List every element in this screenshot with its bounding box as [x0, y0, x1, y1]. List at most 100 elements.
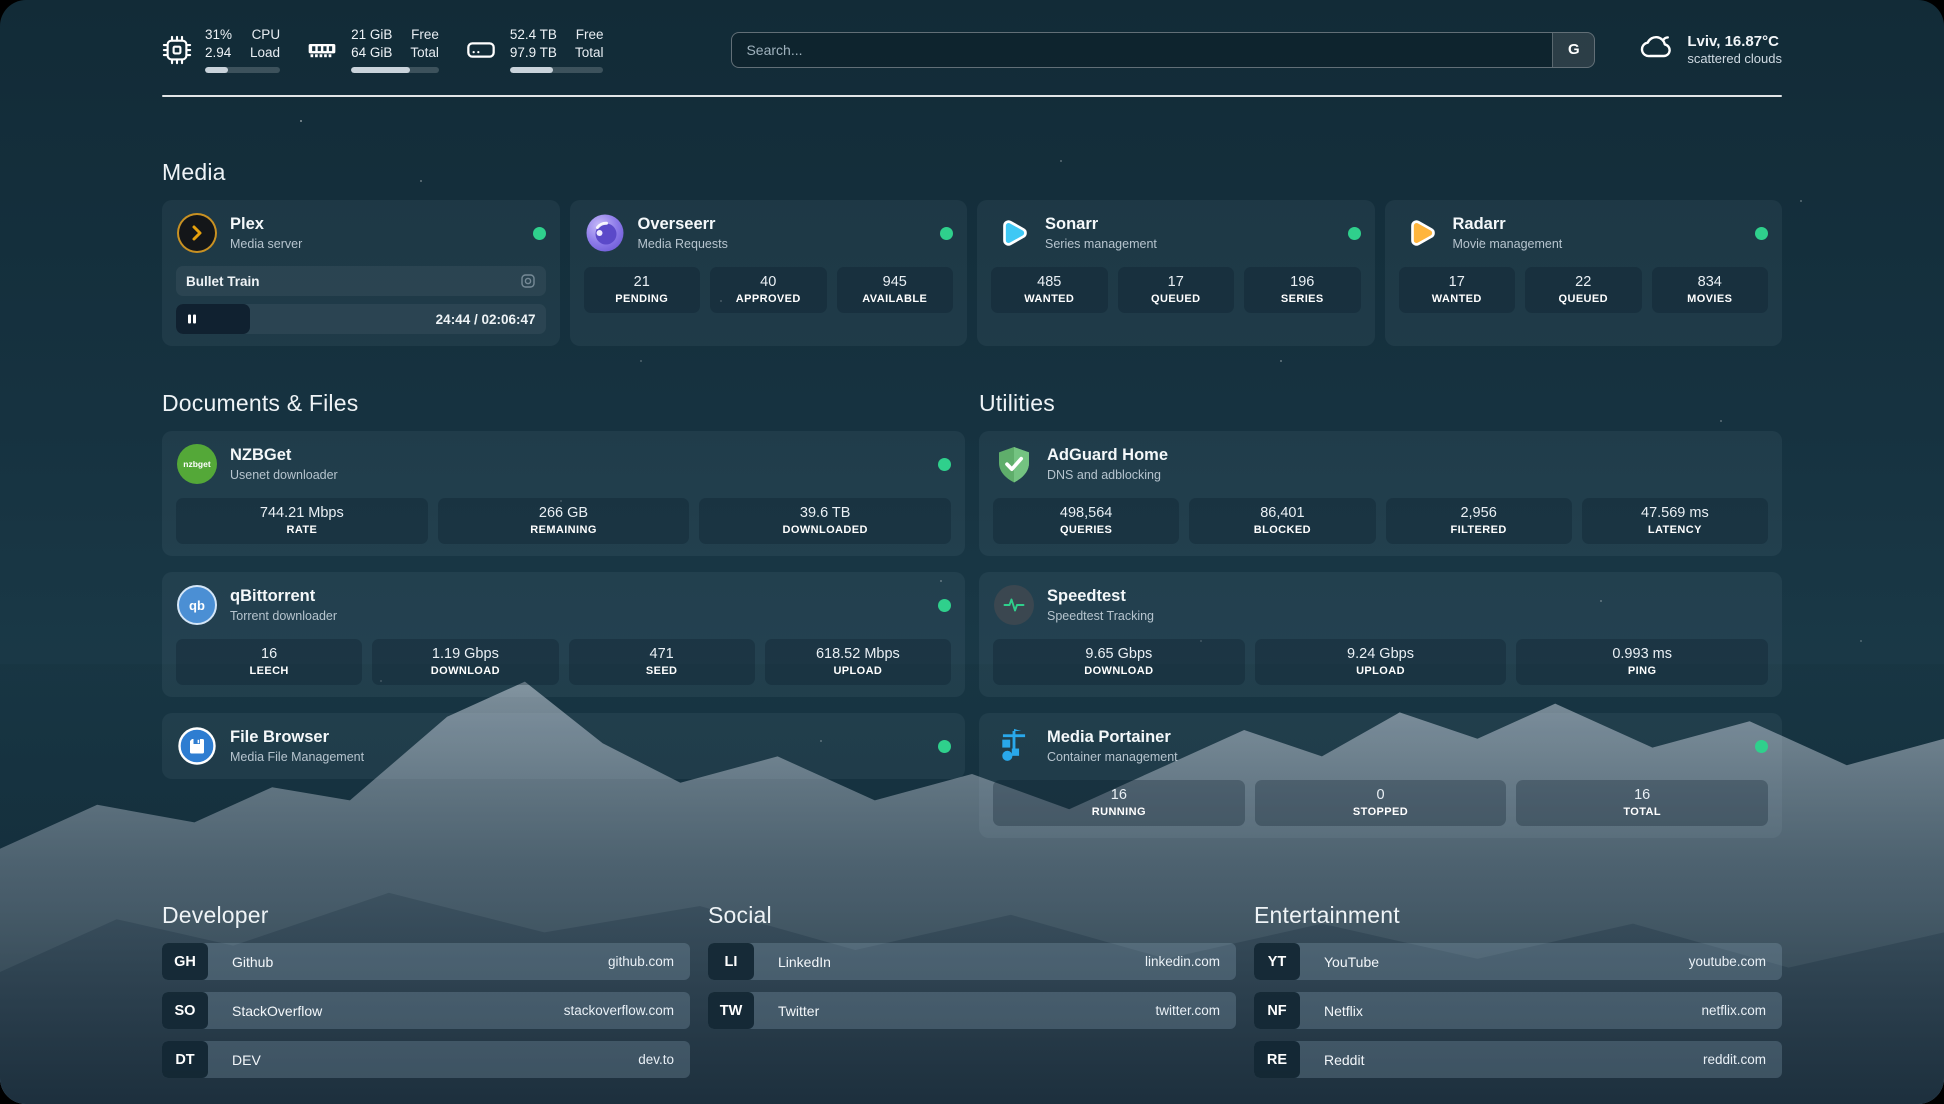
service-description: Usenet downloader: [230, 468, 338, 483]
section-utilities: Utilities: [979, 390, 1782, 839]
status-dot: [1755, 739, 1768, 753]
bookmark-abbr: LI: [708, 943, 754, 981]
background-mountains: [0, 664, 1944, 1104]
sonarr-logo-icon: [991, 212, 1033, 254]
service-card-radarr[interactable]: Radarr Movie management 17 WANTED 22 QUEUE…: [1384, 200, 1782, 347]
service-card-portainer[interactable]: Media Portainer Container management 16 R…: [979, 713, 1782, 839]
bookmark-name: Twitter: [778, 1002, 820, 1019]
stat-box: 485 WANTED: [991, 267, 1108, 314]
bookmark-reddit[interactable]: RE Reddit reddit.com: [1254, 1041, 1782, 1079]
service-card-nzbget[interactable]: nzbget NZBGet Usenet downloader 744.21 M…: [162, 431, 965, 557]
service-name: File Browser: [230, 728, 330, 747]
service-card-adguard[interactable]: AdGuard Home DNS and adblocking 498,564 Q…: [979, 431, 1782, 557]
pause-icon[interactable]: [186, 313, 198, 325]
section-title-documents: Documents & Files: [162, 390, 359, 417]
cpu-values: 31% 2.94: [205, 27, 233, 61]
memory-stat: 21 GiB 64 GiB Free Total: [306, 26, 439, 74]
service-card-qbittorrent[interactable]: qb qBittorrent Torrent downloader 16 LEEC…: [162, 572, 965, 698]
nzbget-logo-icon: nzbget: [176, 443, 218, 485]
search-bar: G: [731, 31, 1596, 68]
mountain-tint-overlay: [0, 664, 1944, 1104]
disk-labels: Free Total: [574, 27, 604, 61]
bookmark-name: Reddit: [1324, 1051, 1365, 1068]
bookmark-name: YouTube: [1324, 953, 1380, 970]
service-name: AdGuard Home: [1047, 446, 1169, 465]
service-card-sonarr[interactable]: Sonarr Series management 485 WANTED 17 QUE…: [977, 200, 1375, 347]
section-title-entertainment: Entertainment: [1254, 902, 1400, 929]
bookmark-url: youtube.com: [1688, 954, 1766, 970]
stat-box: 498,564 QUERIES: [993, 498, 1180, 545]
stat-box: 17 QUEUED: [1117, 267, 1234, 314]
memory-progress-fill: [351, 67, 410, 74]
bookmark-twitter[interactable]: TW Twitter twitter.com: [708, 992, 1236, 1030]
section-title-developer: Developer: [162, 902, 269, 929]
memory-icon: [306, 34, 338, 66]
disk-progress-fill: [509, 67, 553, 74]
stat-box: 40 APPROVED: [710, 267, 827, 314]
search-input[interactable]: [731, 31, 1596, 68]
bookmark-url: reddit.com: [1702, 1052, 1766, 1068]
overseerr-logo-icon: [584, 212, 626, 254]
now-playing-row: Bullet Train: [176, 266, 546, 297]
playback-time: 24:44 / 02:06:47: [435, 311, 536, 327]
bookmark-abbr: SO: [162, 992, 208, 1030]
bookmark-url: stackoverflow.com: [563, 1003, 674, 1019]
memory-progress-bar: [351, 67, 439, 74]
stat-box: 618.52 Mbps UPLOAD: [764, 639, 951, 686]
service-name: Radarr: [1452, 215, 1506, 234]
service-description: Container management: [1047, 750, 1178, 765]
status-dot: [532, 226, 546, 240]
stat-box: 266 GB REMAINING: [437, 498, 690, 545]
radarr-logo-icon: [1399, 212, 1441, 254]
service-description: Torrent downloader: [230, 609, 338, 624]
media-type-icon: [520, 273, 536, 289]
stat-box: 945 AVAILABLE: [836, 267, 953, 314]
bookmark-netflix[interactable]: NF Netflix netflix.com: [1254, 992, 1782, 1030]
bookmark-abbr: NF: [1254, 992, 1300, 1030]
bookmark-url: twitter.com: [1155, 1003, 1220, 1019]
service-name: NZBGet: [230, 446, 292, 465]
snow-specks: [300, 120, 302, 122]
service-card-filebrowser[interactable]: File Browser Media File Management: [162, 713, 965, 780]
bookmark-stackoverflow[interactable]: SO StackOverflow stackoverflow.com: [162, 992, 690, 1030]
status-dot: [1755, 226, 1768, 240]
bookmark-name: Netflix: [1324, 1002, 1363, 1019]
service-card-plex[interactable]: Plex Media server Bullet Train: [162, 200, 560, 347]
top-header: 31% 2.94 CPU Load: [162, 26, 1782, 74]
section-developer: Developer GH Github github.com SO StackO…: [162, 902, 690, 1079]
bookmark-name: StackOverflow: [232, 1002, 323, 1019]
stat-box: 834 MOVIES: [1651, 267, 1768, 314]
stat-box: 9.24 Gbps UPLOAD: [1254, 639, 1507, 686]
bookmark-dev[interactable]: DT DEV dev.to: [162, 1041, 690, 1079]
service-name: Media Portainer: [1047, 728, 1171, 747]
service-name: qBittorrent: [230, 587, 316, 606]
section-media: Media Plex Me: [162, 159, 1782, 347]
status-dot: [938, 598, 951, 612]
playback-progress-bar: 24:44 / 02:06:47: [176, 304, 546, 335]
service-name: Speedtest: [1047, 587, 1126, 606]
search-provider-button[interactable]: G: [1552, 32, 1595, 67]
bookmark-linkedin[interactable]: LI LinkedIn linkedin.com: [708, 943, 1236, 981]
bookmark-name: Github: [232, 953, 274, 970]
weather-location: Lviv, 16.87°C: [1687, 33, 1779, 51]
bookmark-abbr: TW: [708, 992, 754, 1030]
stat-box: 86,401 BLOCKED: [1189, 498, 1376, 545]
filebrowser-logo-icon: [176, 725, 218, 767]
disk-icon: [465, 34, 497, 66]
status-dot: [940, 226, 953, 240]
service-card-speedtest[interactable]: Speedtest Speedtest Tracking 9.65 Gbps DO…: [979, 572, 1782, 698]
bookmark-youtube[interactable]: YT YouTube youtube.com: [1254, 943, 1782, 981]
service-card-overseerr[interactable]: Overseerr Media Requests 21 PENDING 40 APP…: [569, 200, 967, 347]
stat-box: 1.19 Gbps DOWNLOAD: [372, 639, 559, 686]
weather-widget: Lviv, 16.87°C scattered clouds: [1639, 29, 1782, 70]
speedtest-logo-icon: [993, 584, 1035, 626]
service-name: Plex: [230, 215, 264, 234]
memory-values: 21 GiB 64 GiB: [351, 27, 393, 61]
stat-box: 16 LEECH: [176, 639, 363, 686]
service-name: Overseerr: [637, 215, 716, 234]
bookmark-github[interactable]: GH Github github.com: [162, 943, 690, 981]
disk-progress-bar: [509, 67, 604, 74]
stat-box: 744.21 Mbps RATE: [176, 498, 428, 545]
adguard-logo-icon: [993, 443, 1035, 485]
stat-box: 16 TOTAL: [1516, 780, 1769, 827]
